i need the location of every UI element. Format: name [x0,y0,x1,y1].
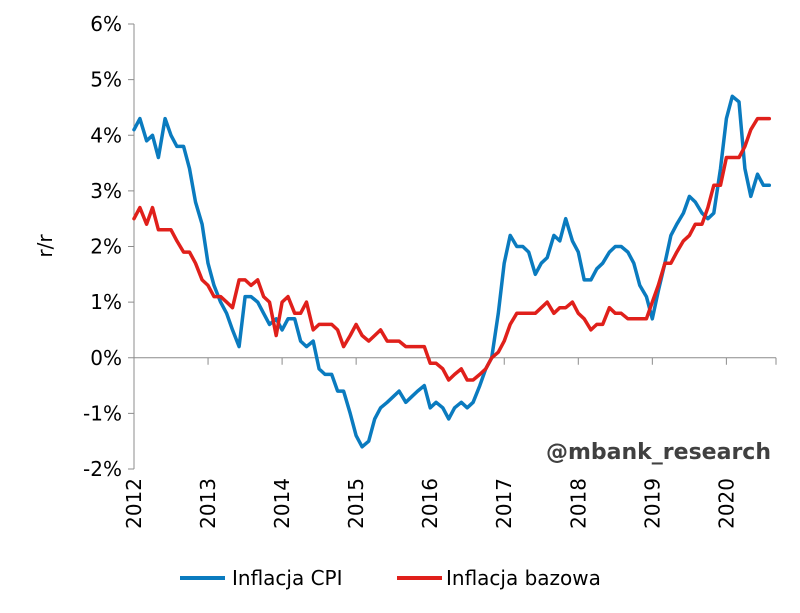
legend-label: Inflacja CPI [232,566,343,590]
series-layer [132,94,772,449]
legend-label: Inflacja bazowa [446,566,601,590]
x-tick-label: 2013 [196,478,220,529]
y-tick-label: 4% [90,123,122,147]
x-axis: 2012 2013 2014 2015 2016 2017 2018 2019 2020 [122,357,777,529]
y-tick-label: 2% [90,235,122,259]
y-axis: -2% -1% 0% 1% 2% 3% 4% 5% 6% [83,12,135,481]
series-line-cpi [132,94,772,449]
y-tick-label: 0% [90,346,122,370]
series-line-core [132,116,772,382]
y-tick-label: 1% [90,290,122,314]
y-tick-label: 6% [90,12,122,36]
x-tick-label: 2016 [418,478,442,529]
y-tick-label: 5% [90,68,122,92]
x-tick-label: 2017 [492,478,516,529]
y-tick-label: 3% [90,179,122,203]
x-tick-label: 2014 [270,478,294,529]
x-tick-label: 2020 [714,478,738,529]
x-tick-label: 2019 [640,478,664,529]
x-tick-label: 2012 [122,478,146,529]
y-axis-title: r/r [33,234,57,258]
watermark-text: @mbank_research [546,440,771,465]
y-tick-label: -1% [83,401,122,425]
y-tick-label: -2% [83,457,122,481]
legend: Inflacja CPI Inflacja bazowa [180,566,601,590]
x-tick-label: 2015 [344,478,368,529]
x-tick-label: 2018 [566,478,590,529]
